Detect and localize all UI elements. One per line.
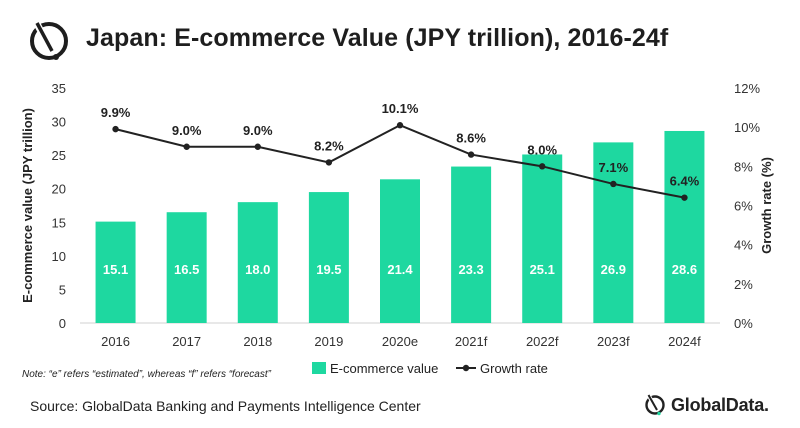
y-tick-label: 25	[52, 148, 66, 163]
legend-bar-label: E-commerce value	[330, 361, 438, 376]
globaldata-logo-icon	[30, 20, 68, 60]
growth-rate-label: 9.0%	[172, 123, 202, 138]
growth-rate-point	[112, 125, 119, 133]
y2-tick-label: 2%	[734, 277, 753, 292]
growth-rate-label: 7.1%	[599, 160, 629, 175]
bar	[522, 154, 563, 323]
source-text: Source: GlobalData Banking and Payments …	[30, 398, 421, 414]
growth-rate-point	[254, 143, 261, 150]
bar	[593, 142, 634, 323]
legend-line-label: Growth rate	[480, 361, 548, 376]
legend-bar-swatch	[312, 362, 326, 374]
y-tick-label: 35	[52, 81, 66, 96]
x-tick-label: 2023f	[597, 334, 630, 349]
y2-tick-label: 6%	[734, 199, 753, 214]
y-tick-label: 5	[59, 282, 66, 297]
bar	[308, 192, 349, 323]
bar-value-label: 16.5	[174, 262, 199, 277]
bar	[95, 221, 136, 323]
growth-rate-point	[325, 159, 333, 166]
y2-tick-label: 0%	[734, 316, 753, 331]
x-tick-label: 2021f	[455, 334, 488, 349]
bar-value-label: 18.0	[245, 262, 270, 277]
bar-value-label: 21.4	[387, 262, 413, 277]
y-tick-label: 0	[59, 316, 66, 331]
bar	[237, 202, 278, 323]
bar-value-label: 28.6	[672, 262, 697, 277]
x-tick-label: 2018	[243, 334, 272, 349]
growth-rate-point	[183, 143, 190, 150]
growth-rate-label: 8.2%	[314, 138, 344, 153]
growth-rate-label: 8.0%	[527, 142, 557, 157]
y-tick-label: 30	[52, 115, 66, 130]
y2-tick-label: 8%	[734, 159, 753, 174]
x-tick-label: 2022f	[526, 334, 559, 349]
globaldata-brand-icon	[645, 393, 665, 416]
bar-value-label: 23.3	[458, 262, 483, 277]
footnote: Note: “e” refers “estimated”, whereas “f…	[22, 369, 271, 380]
legend-line-marker	[462, 364, 470, 372]
brand-name: GlobalData.	[671, 394, 769, 415]
y-axis-title: E-commerce value (JPY trillion)	[20, 108, 35, 303]
y2-tick-label: 4%	[734, 238, 753, 253]
y2-tick-label: 10%	[734, 120, 760, 135]
x-tick-label: 2017	[172, 334, 201, 349]
y2-tick-label: 12%	[734, 81, 760, 96]
y-tick-label: 15	[52, 215, 66, 230]
growth-rate-label: 8.6%	[456, 131, 486, 146]
bar-value-label: 15.1	[103, 262, 128, 277]
x-tick-label: 2020e	[382, 334, 418, 349]
y2-axis-title: Growth rate (%)	[759, 157, 774, 254]
bar-value-label: 19.5	[316, 262, 341, 277]
y-tick-label: 10	[52, 249, 66, 264]
growth-rate-point	[610, 180, 617, 188]
growth-rate-point	[467, 151, 475, 158]
x-tick-label: 2019	[314, 334, 343, 349]
bar-value-label: 26.9	[601, 262, 626, 277]
growth-rate-point	[681, 194, 688, 201]
growth-rate-label: 9.0%	[243, 123, 273, 138]
growth-rate-point	[539, 163, 546, 170]
bar	[664, 130, 705, 323]
growth-rate-point	[396, 122, 404, 129]
x-tick-label: 2024f	[668, 334, 701, 349]
y-tick-label: 20	[52, 182, 66, 197]
bar	[451, 166, 492, 323]
bar	[166, 212, 207, 323]
growth-rate-label: 9.9%	[101, 105, 131, 120]
x-tick-label: 2016	[101, 334, 130, 349]
chart-title: Japan: E-commerce Value (JPY trillion), …	[86, 24, 669, 52]
growth-rate-label: 6.4%	[670, 174, 700, 189]
bar-value-label: 25.1	[530, 262, 555, 277]
brand-logo: GlobalData.	[643, 391, 769, 419]
growth-rate-label: 10.1%	[382, 101, 419, 116]
bar	[380, 179, 420, 323]
